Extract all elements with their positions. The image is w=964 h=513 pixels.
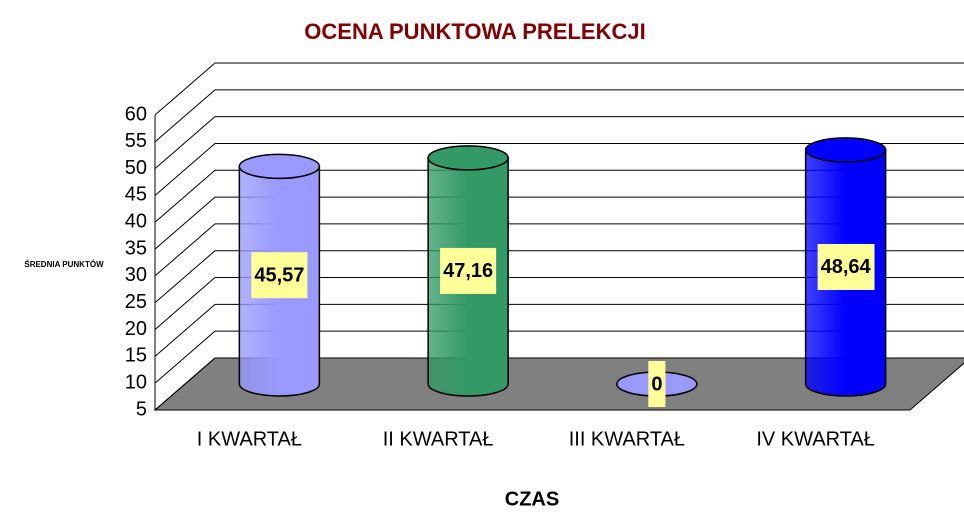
bar-top bbox=[238, 153, 321, 180]
grid-line bbox=[154, 250, 964, 304]
bar-top bbox=[804, 137, 887, 163]
x-tick-label: III KWARTAŁ bbox=[569, 428, 685, 450]
y-tick-label: 50 bbox=[125, 157, 147, 179]
x-tick-label: II KWARTAŁ bbox=[383, 428, 494, 450]
value-label: 48,64 bbox=[821, 256, 872, 278]
y-axis-label: ŚREDNIA PUNKTÓW bbox=[24, 260, 104, 269]
y-tick-label: 40 bbox=[125, 211, 147, 233]
grid-line bbox=[154, 169, 964, 223]
y-tick-label: 55 bbox=[125, 130, 147, 152]
value-label-box bbox=[440, 247, 497, 294]
value-label: 45,57 bbox=[254, 264, 304, 286]
value-label-box bbox=[648, 361, 666, 407]
grid-line bbox=[154, 62, 964, 116]
value-label: 47,16 bbox=[443, 260, 493, 282]
grid-line bbox=[154, 330, 964, 384]
y-tick-label: 60 bbox=[125, 103, 147, 125]
x-axis-label: CZAS bbox=[505, 488, 559, 510]
value-label-box bbox=[817, 243, 875, 290]
grid-line bbox=[154, 142, 964, 196]
bar-top bbox=[427, 145, 509, 171]
y-tick-label: 5 bbox=[136, 398, 147, 420]
chart-title: OCENA PUNKTOWA PRELEKCJI bbox=[304, 19, 645, 44]
value-label: 0 bbox=[651, 373, 662, 395]
y-tick-label: 15 bbox=[125, 345, 147, 367]
y-tick-label: 30 bbox=[125, 264, 147, 286]
grid-line bbox=[154, 196, 964, 250]
grid-line bbox=[154, 277, 964, 330]
x-tick-label: IV KWARTAŁ bbox=[756, 428, 875, 450]
y-tick-label: 35 bbox=[125, 237, 147, 259]
y-tick-label: 45 bbox=[125, 184, 147, 206]
y-tick-label: 20 bbox=[125, 318, 147, 340]
y-tick-label: 10 bbox=[125, 371, 147, 393]
grid-line bbox=[154, 116, 964, 170]
grid-line bbox=[154, 303, 964, 357]
y-tick-label: 25 bbox=[125, 291, 147, 313]
value-label-box bbox=[251, 252, 308, 299]
grid-line bbox=[154, 357, 964, 411]
grid-line bbox=[154, 89, 964, 143]
grid-line bbox=[154, 223, 964, 277]
x-tick-label: I KWARTAŁ bbox=[197, 428, 302, 450]
